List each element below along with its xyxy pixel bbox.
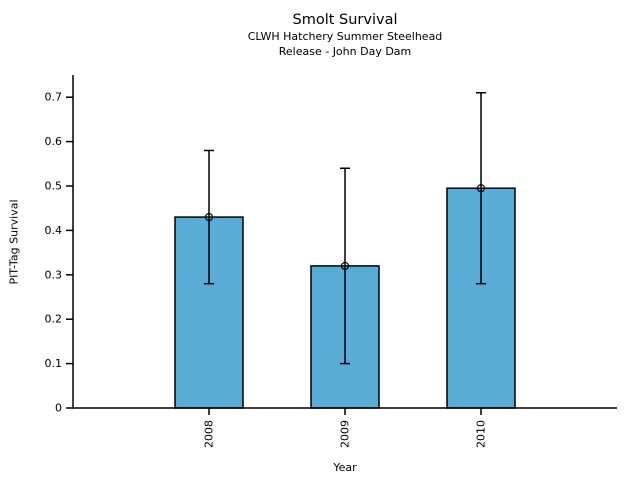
chart-title: Smolt Survival	[292, 12, 398, 28]
y-tick-label: 0.2	[45, 313, 63, 326]
x-axis-label: Year	[333, 461, 357, 474]
marker-2010	[476, 184, 486, 193]
x-tick-label-2009: 2009	[339, 420, 352, 448]
y-tick-label: 0.1	[45, 357, 63, 370]
y-tick-label: 0.4	[45, 224, 63, 237]
chart-subtitle-line2: Release - John Day Dam	[278, 45, 412, 58]
x-tick-label-2008: 2008	[203, 420, 216, 448]
marker-2009	[340, 261, 350, 271]
y-tick-label: 0.5	[45, 180, 63, 193]
x-tick-label-2010: 2010	[475, 420, 488, 448]
y-tick-label: 0.7	[45, 91, 63, 104]
y-tick-label: 0	[55, 402, 62, 415]
marker-2008	[204, 212, 214, 222]
chart-subtitle-line1: CLWH Hatchery Summer Steelhead	[247, 30, 443, 43]
y-tick-label: 0.3	[45, 268, 63, 281]
y-tick-label: 0.6	[45, 135, 63, 148]
